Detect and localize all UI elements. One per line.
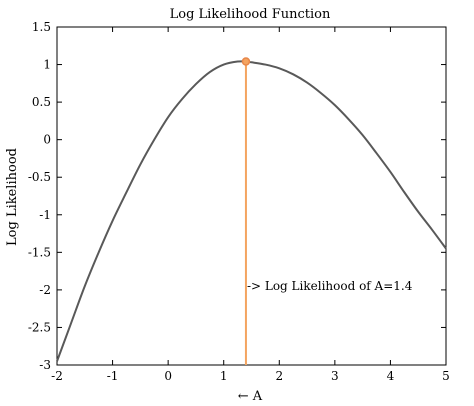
x-axis-ticks: -2 -1 0 1 2 3 4 5 [51,27,450,383]
y-tick-label: 0.5 [32,95,51,109]
y-tick-label: 1 [43,58,51,72]
y-tick-label: -1.5 [28,245,51,259]
x-axis-label: ← A [238,389,263,404]
x-tick-label: 5 [442,369,450,383]
x-tick-label: -2 [51,369,63,383]
y-tick-label: -1 [39,208,51,222]
x-tick-label: 2 [275,369,283,383]
y-tick-label: -2 [39,283,51,297]
y-tick-label: 1.5 [32,20,51,34]
plot-frame [56,26,447,366]
x-tick-label: 4 [387,369,395,383]
y-tick-label: -0.5 [28,170,51,184]
y-tick-label: -3 [39,358,51,372]
chart-title: Log Likelihood Function [170,7,331,22]
x-tick-label: -1 [107,369,119,383]
y-axis-label: Log Likelihood [5,148,20,246]
x-tick-label: 3 [331,369,339,383]
y-tick-label: -2.5 [28,320,51,334]
x-tick-label: 1 [220,369,228,383]
x-tick-label: 0 [164,369,172,383]
y-axis-ticks: 1.5 1 0.5 0 -0.5 -1 -1.5 -2 -2.5 -3 [28,20,446,372]
mle-peak-marker [241,57,251,66]
y-tick-label: 0 [43,133,51,147]
mle-annotation: -> Log Likelihood of A=1.4 [247,279,413,293]
